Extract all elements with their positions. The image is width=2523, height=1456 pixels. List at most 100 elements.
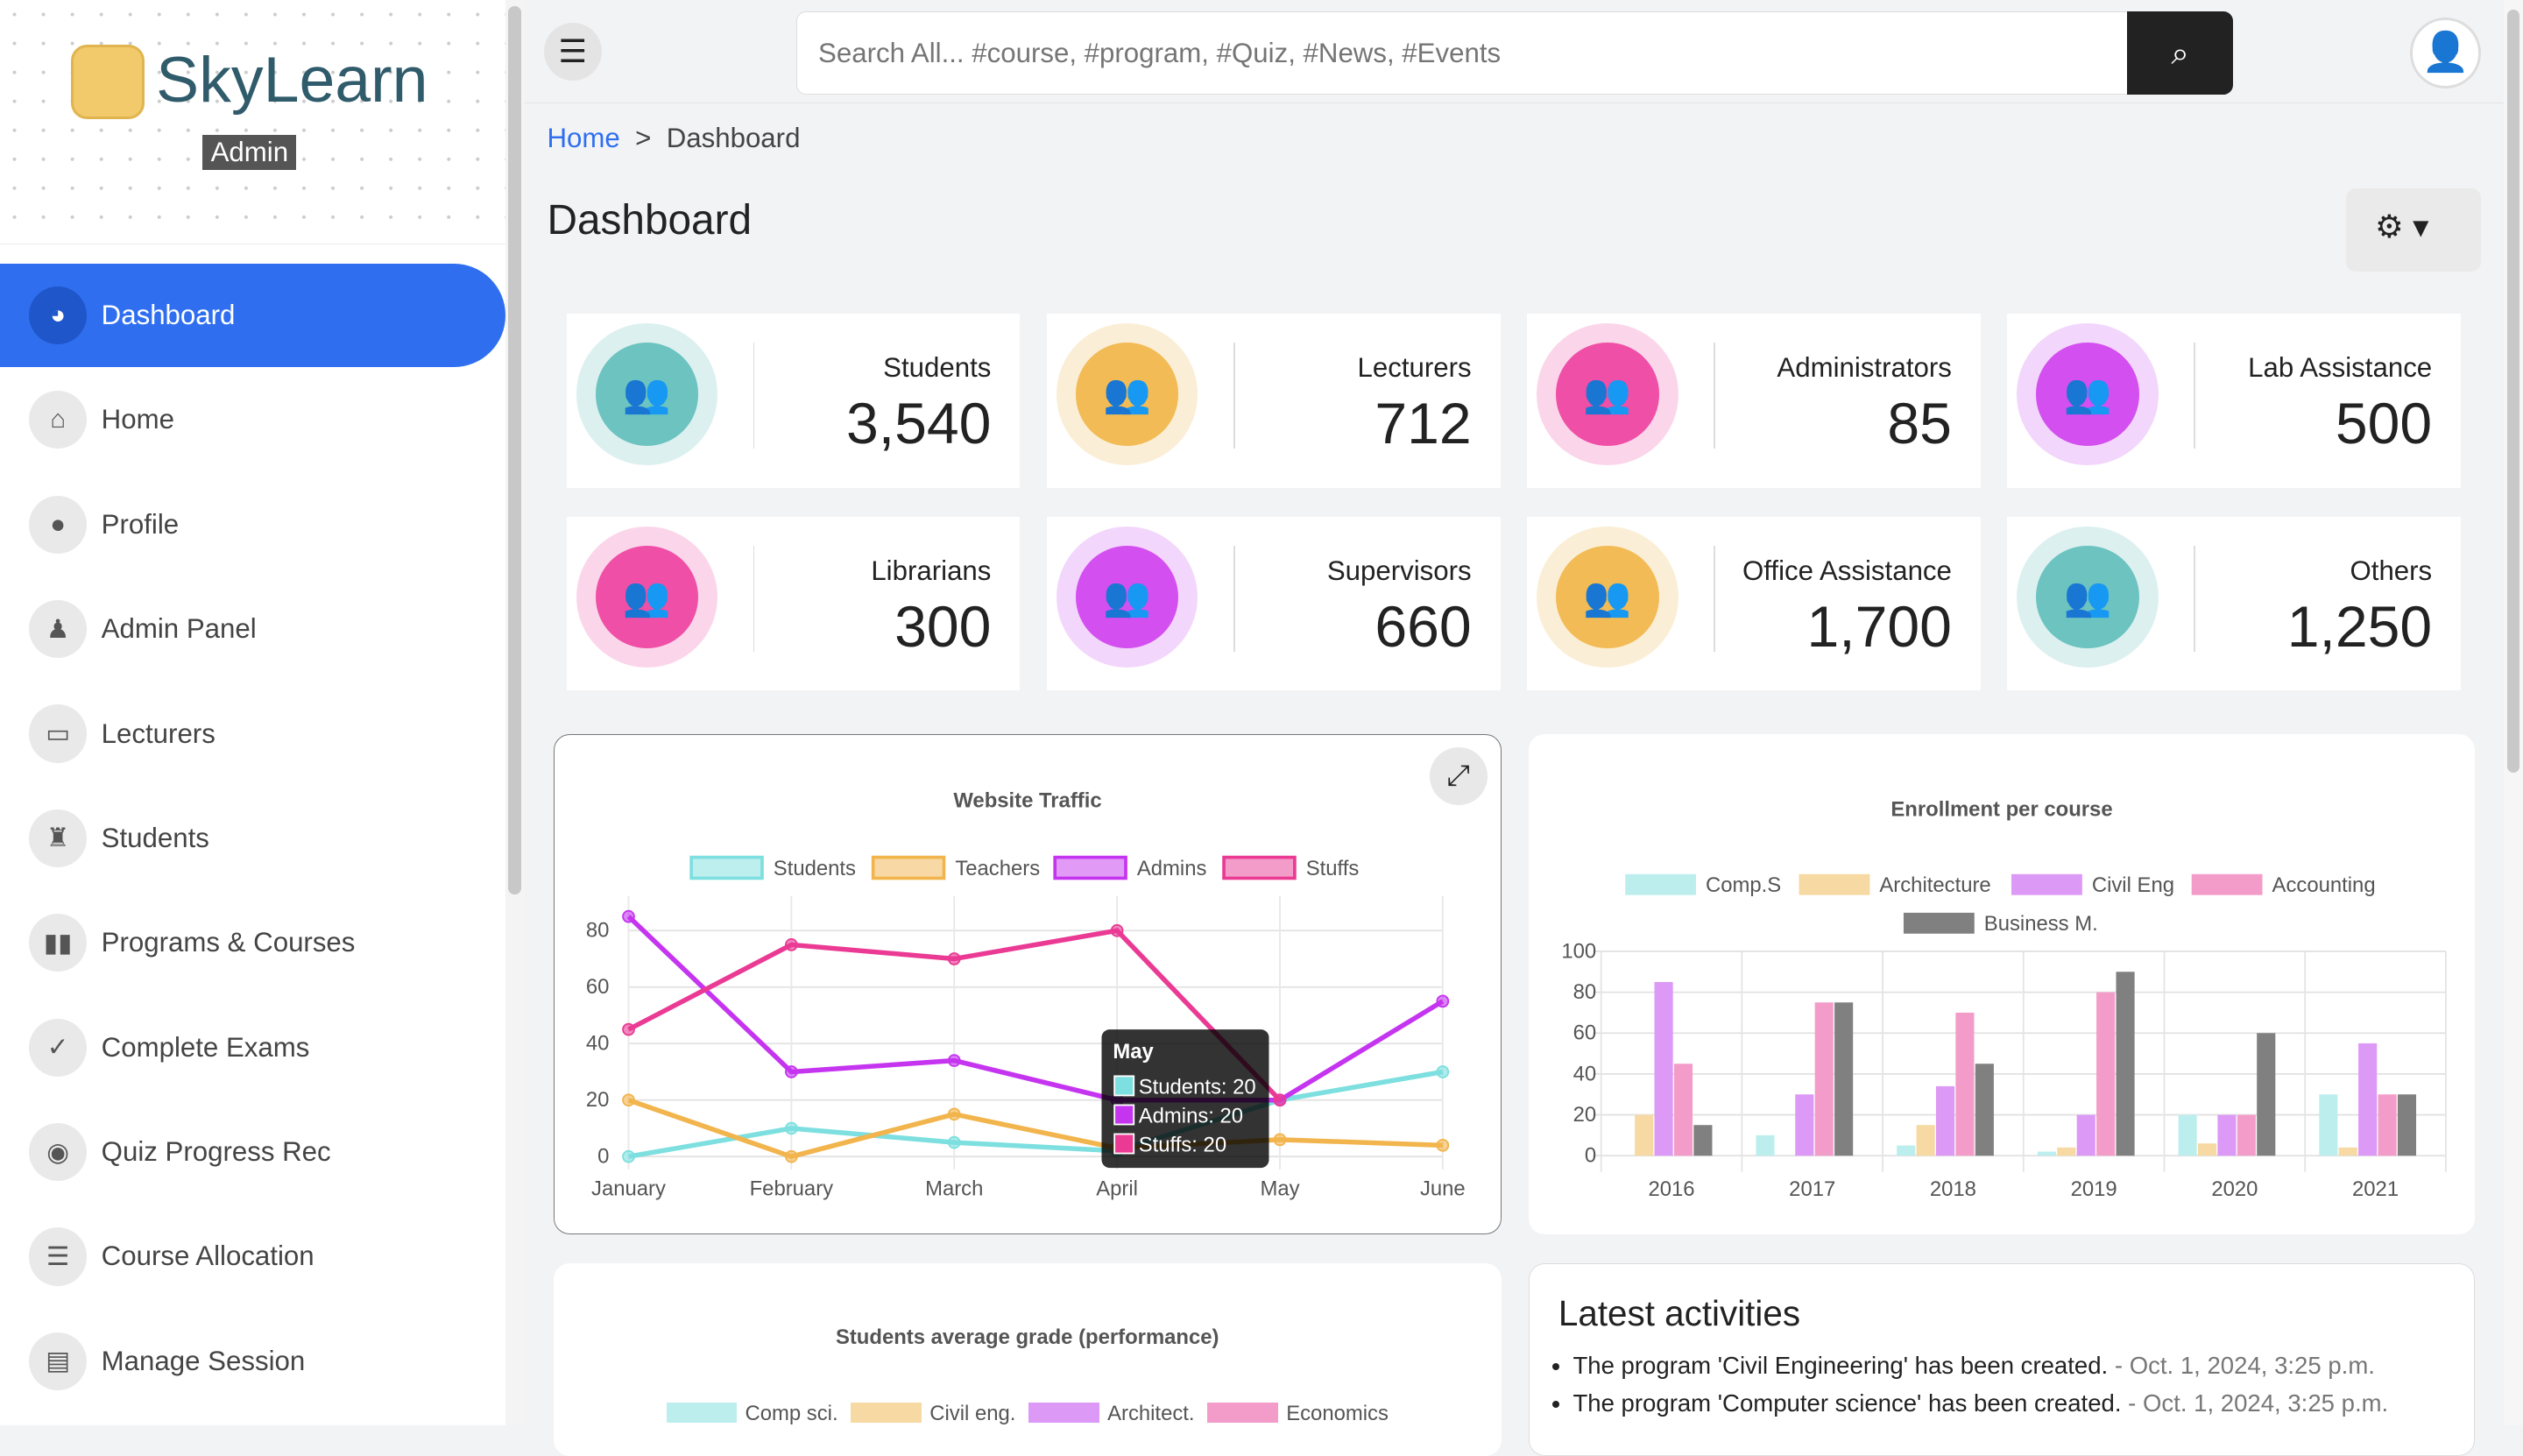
chart-title: Enrollment per course [1890,797,2112,821]
page-scrollbar[interactable] [2503,0,2523,1426]
bar-accounting-2020 [2237,1114,2256,1156]
expand-icon[interactable]: ⤢ [1429,747,1488,806]
x-tick-label: February [749,1177,833,1200]
user-avatar[interactable]: 👤 [2410,18,2482,89]
legend-label: Architecture [1879,873,1990,897]
bar-accounting-2017 [1814,1001,1834,1156]
series-line-teachers [627,1097,1443,1159]
legend-item[interactable]: Comp sci. [666,1402,838,1426]
stat-card-librarians[interactable]: 👥 Librarians 300 [566,516,1021,690]
sidebar-item-home[interactable]: ⌂ Home [0,369,505,472]
series-line-students [627,1069,1444,1159]
tooltip-swatch [1113,1104,1134,1125]
bar-civileng-2019 [2076,1114,2095,1156]
stat-card-lecturers[interactable]: 👥 Lecturers 712 [1046,314,1501,488]
breadcrumb-separator: > [635,122,652,153]
data-point [1273,1092,1287,1106]
check-icon: ✓ [29,1018,88,1077]
sidebar-item-label: Home [101,404,174,435]
legend-item[interactable]: Economics [1207,1402,1389,1426]
data-point [1110,923,1124,937]
legend-swatch [871,855,946,880]
sidebar-item-admin-panel[interactable]: ♟ Admin Panel [0,577,505,681]
gear-icon: ⚙ ▾ [2374,208,2429,244]
stat-card-supervisors[interactable]: 👥 Supervisors 660 [1046,516,1501,690]
data-point [621,1092,635,1106]
stat-value: 300 [894,594,992,660]
sidebar-item-course-allocation[interactable]: ☰ Course Allocation [0,1205,505,1309]
stat-label: Lab Assistance [2248,352,2433,384]
sidebar-item-programs-courses[interactable]: ▮▮ Programs & Courses [0,892,505,995]
activity-item: The program 'Computer science' has been … [1572,1385,2388,1422]
stat-value: 1,250 [2286,594,2433,660]
logo[interactable]: SkyLearn Admin [0,0,505,245]
settings-dropdown-button[interactable]: ⚙ ▾ [2345,187,2482,272]
data-point [947,1135,961,1149]
sidebar-item-manage-session[interactable]: ▤ Manage Session [0,1310,505,1413]
users-icon: 👥 [595,545,699,649]
bar-civileng-2016 [1654,981,1673,1156]
breadcrumb: Home > Dashboard [547,123,800,154]
bar-architecture-2021 [2338,1147,2357,1156]
data-point [621,909,635,923]
bar-civileng-2017 [1795,1093,1814,1156]
x-tick-label: January [591,1177,666,1200]
stat-card-office-assistance[interactable]: 👥 Office Assistance 1,700 [1527,516,1981,690]
sidebar-item-students[interactable]: ♜ Students [0,787,505,890]
legend-item[interactable]: Architect. [1028,1402,1195,1426]
logo-icon [70,45,145,119]
tooltip-swatch [1113,1133,1134,1154]
sidebar-item-label: Course Allocation [101,1240,314,1272]
series-line-admins [626,914,1445,1103]
data-point [1436,994,1450,1007]
user-icon: ● [29,495,88,554]
users-icon: 👥 [1075,343,1179,446]
sidebar-item-label: Dashboard [101,299,236,330]
breadcrumb-home-link[interactable]: Home [547,122,620,153]
data-point [621,1022,635,1035]
sidebar-item-label: Students [101,822,209,853]
sidebar-item-quiz-progress-rec[interactable]: ◉ Quiz Progress Rec [0,1100,505,1204]
stat-card-administrators[interactable]: 👥 Administrators 85 [1527,314,1981,488]
sidebar-item-dashboard[interactable]: ◕ Dashboard [0,264,505,367]
bar-businessm-2019 [2116,971,2135,1156]
x-tick-label: March [925,1177,983,1200]
users-icon: 👥 [2036,545,2139,649]
legend-swatch [1222,855,1297,880]
bar-civileng-2021 [2357,1043,2378,1156]
sidebar-item-profile[interactable]: ● Profile [0,473,505,576]
data-point [784,1064,798,1078]
y-tick-label: 100 [1561,939,1596,963]
enrollment-card: Enrollment per course Comp.S Architecture C… [1528,733,2475,1234]
y-tick-label: 0 [1585,1143,1596,1167]
sidebar-item-lecturers[interactable]: ▭ Lecturers [0,682,505,786]
bar-accounting-2016 [1673,1063,1693,1156]
stat-value: 500 [2335,392,2433,457]
x-tick-label: April [1096,1177,1138,1200]
bar-businessm-2017 [1834,1001,1854,1156]
x-tick-label: 2017 [1789,1177,1835,1201]
brand-name: SkyLearn [156,42,428,116]
search-input[interactable] [796,11,2129,95]
stat-card-students[interactable]: 👥 Students 3,540 [566,314,1021,488]
search-icon: ⌕ [2171,34,2189,71]
sidebar-item-label: Quiz Progress Rec [101,1136,331,1168]
tooltip-line: Stuffs: 20 [1139,1133,1226,1156]
bar-comps-2018 [1897,1145,1916,1156]
menu-toggle-button[interactable]: ☰ [543,22,602,81]
sidebar-scrollbar[interactable] [505,0,525,1426]
stat-card-lab-assistance[interactable]: 👥 Lab Assistance 500 [2007,314,2462,488]
users-icon: 👥 [1075,545,1179,649]
data-point [947,1053,961,1067]
sidebar-item-complete-exams[interactable]: ✓ Complete Exams [0,996,505,1099]
home-icon: ⌂ [29,391,88,449]
legend-item[interactable]: Civil eng. [851,1402,1015,1426]
palette-icon: ◕ [29,286,88,345]
legend-swatch [1625,873,1696,895]
record-icon: ◉ [29,1123,88,1182]
legend-label: Teachers [955,856,1040,880]
tooltip [1101,1028,1269,1168]
stat-card-others[interactable]: 👥 Others 1,250 [2007,516,2462,690]
search-button[interactable]: ⌕ [2127,11,2234,95]
data-point [947,1107,961,1120]
